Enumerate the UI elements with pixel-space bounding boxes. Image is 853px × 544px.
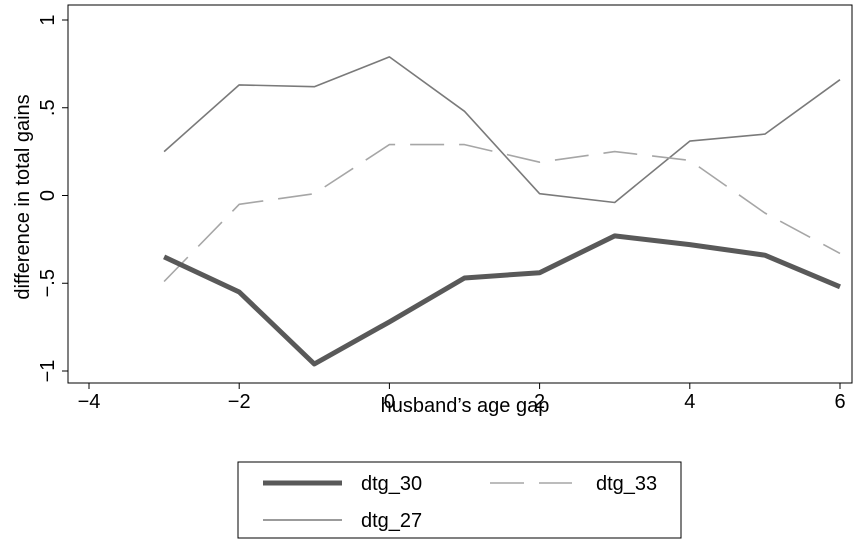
y-tick-label: −1 bbox=[37, 360, 59, 383]
legend-label-dtg_30: dtg_30 bbox=[361, 473, 422, 495]
series-lines bbox=[163, 56, 841, 367]
plot-region bbox=[67, 4, 853, 384]
legend-box bbox=[237, 461, 682, 539]
series-line-dtg_30 bbox=[163, 233, 841, 367]
y-tick-label: 1 bbox=[37, 14, 59, 25]
legend: dtg_30 dtg_33 dtg_27 bbox=[237, 461, 682, 539]
axes: −1 −.5 0 .5 1 −4 −2 0 2 4 6 bbox=[37, 14, 846, 413]
plot-border bbox=[67, 4, 853, 384]
x-tick-label: −4 bbox=[78, 391, 101, 413]
series-line-dtg_27 bbox=[163, 56, 841, 204]
legend-label-dtg_33: dtg_33 bbox=[596, 473, 657, 495]
x-tick-label: 6 bbox=[834, 391, 845, 413]
x-tick-label: −2 bbox=[228, 391, 251, 413]
y-tick-label: −.5 bbox=[37, 269, 59, 297]
y-axis-title: difference in total gains bbox=[12, 94, 34, 299]
x-tick-label: 4 bbox=[684, 391, 695, 413]
y-tick-label: 0 bbox=[37, 190, 59, 201]
legend-label-dtg_27: dtg_27 bbox=[361, 510, 422, 532]
x-axis-title: husband’s age gap bbox=[381, 395, 550, 417]
x-tick-label: 2 bbox=[534, 391, 545, 413]
x-tick-label: 0 bbox=[384, 391, 395, 413]
y-tick-label: .5 bbox=[37, 99, 59, 116]
